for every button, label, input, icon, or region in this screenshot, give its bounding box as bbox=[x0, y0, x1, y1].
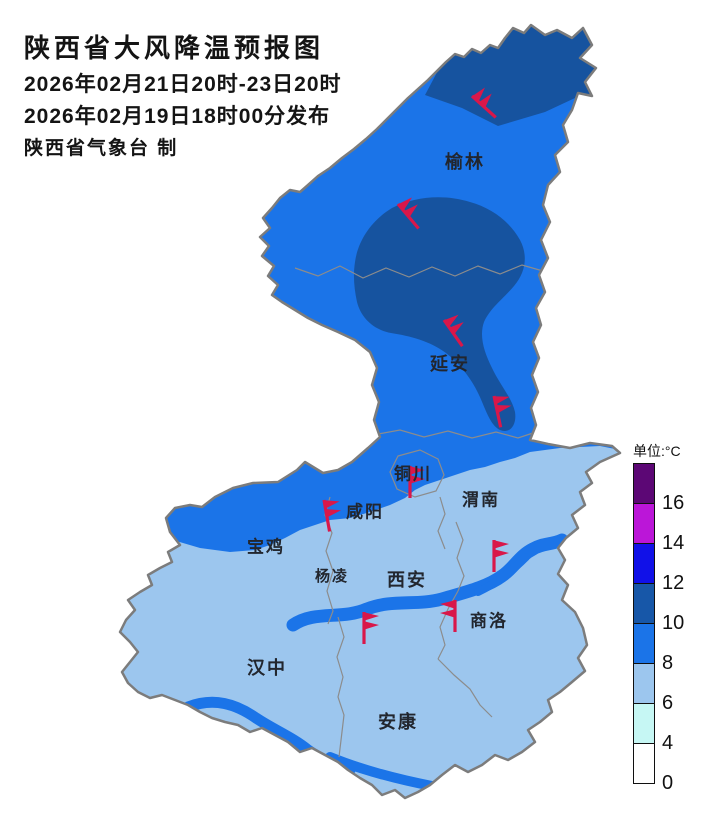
city-label: 榆林 bbox=[445, 151, 485, 172]
legend-value-label: 10 bbox=[662, 612, 685, 634]
region-drop-10-12-yanan bbox=[353, 197, 525, 431]
wind-barb-icon bbox=[470, 87, 497, 119]
wind-barb-icon bbox=[408, 466, 425, 498]
wind-barb-icon bbox=[440, 600, 457, 632]
legend-swatch bbox=[633, 663, 655, 704]
city-label: 汉中 bbox=[247, 657, 287, 678]
legend-swatch bbox=[633, 463, 655, 504]
city-label: 安康 bbox=[378, 711, 418, 732]
legend-value-label: 14 bbox=[662, 532, 685, 554]
wind-barb-icon bbox=[492, 395, 512, 428]
legend: 单位:°C 16 14 12 10 8 6 4 0 bbox=[633, 441, 713, 794]
city-label: 商洛 bbox=[470, 610, 508, 630]
legend-value-label: 4 bbox=[662, 732, 674, 754]
city-label: 杨凌 bbox=[315, 567, 349, 585]
wind-barb-icon bbox=[322, 499, 342, 532]
city-label: 铜川 bbox=[394, 463, 432, 483]
legend-swatch bbox=[633, 503, 655, 544]
wind-barbs bbox=[322, 87, 512, 644]
page-title: 陕西省大风降温预报图 bbox=[24, 33, 325, 63]
issuing-agency: 陕西省气象台 制 bbox=[24, 138, 179, 159]
city-label: 延安 bbox=[429, 353, 470, 374]
legend-value-label: 0 bbox=[662, 772, 674, 794]
wind-barb-icon bbox=[396, 197, 420, 230]
qinling-wind-band bbox=[286, 533, 569, 632]
legend-value-label: 16 bbox=[662, 492, 685, 514]
issue-time: 2026年02月19日18时00分发布 bbox=[24, 105, 331, 128]
legend-swatch bbox=[633, 543, 655, 584]
legend-swatch bbox=[633, 623, 655, 664]
legend-value-label: 12 bbox=[662, 572, 685, 594]
legend-value-label: 6 bbox=[662, 692, 674, 714]
city-label: 宝鸡 bbox=[247, 536, 285, 556]
wind-barb-icon bbox=[492, 540, 509, 572]
legend-swatch bbox=[633, 583, 655, 624]
city-label: 西安 bbox=[387, 569, 427, 590]
qinling-wind-band-branch bbox=[474, 553, 530, 596]
legend-swatch bbox=[633, 703, 655, 744]
legend-unit-label: 单位:°C bbox=[633, 443, 681, 459]
city-label: 渭南 bbox=[462, 489, 500, 509]
wind-barb-icon bbox=[442, 314, 464, 348]
city-label: 咸阳 bbox=[346, 501, 384, 521]
legend-swatches: 16 14 12 10 8 6 4 0 bbox=[633, 463, 713, 794]
legend-value-label: 8 bbox=[662, 652, 674, 674]
valid-period: 2026年02月21日20时-23日20时 bbox=[24, 73, 342, 96]
district-boundaries bbox=[294, 264, 544, 758]
legend-swatch bbox=[633, 743, 655, 784]
wind-barb-icon bbox=[362, 612, 379, 644]
province-outline bbox=[118, 23, 622, 800]
